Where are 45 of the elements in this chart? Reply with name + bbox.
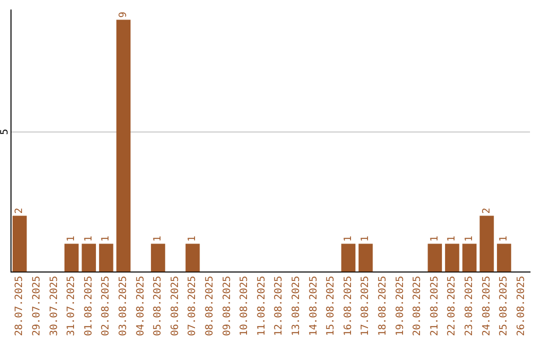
x-tick-label: 31.07.2025 (66, 276, 78, 336)
x-tick-label: 20.08.2025 (412, 276, 424, 336)
x-tick-label: 08.08.2025 (204, 276, 216, 336)
data-label: 1 (83, 236, 94, 242)
data-label: 1 (66, 236, 78, 242)
x-tick-label: 30.07.2025 (48, 276, 60, 336)
data-label: 1 (498, 236, 510, 242)
x-tick-label: 17.08.2025 (360, 276, 372, 336)
x-tick-label: 03.08.2025 (118, 276, 130, 336)
data-label: 1 (429, 236, 440, 242)
x-tick-label: 10.08.2025 (239, 276, 250, 336)
x-tick-label: 16.08.2025 (342, 276, 354, 336)
x-tick-label: 14.08.2025 (308, 276, 320, 336)
x-tick-label: 07.08.2025 (187, 276, 198, 336)
y-tick-label: 5 (0, 128, 11, 135)
x-tick-label: 04.08.2025 (135, 276, 146, 336)
x-tick-label: 29.07.2025 (32, 276, 43, 336)
x-tick-label: 09.08.2025 (222, 276, 233, 336)
x-tick-label: 01.08.2025 (83, 276, 94, 336)
x-tick-label: 05.08.2025 (152, 276, 164, 336)
x-tick-label: 06.08.2025 (170, 276, 181, 336)
x-tick-label: 11.08.2025 (256, 276, 268, 336)
x-tick-label: 12.08.2025 (274, 276, 285, 336)
data-label: 1 (464, 236, 476, 242)
x-tick-label: 22.08.2025 (446, 276, 458, 336)
x-tick-label: 28.07.2025 (14, 276, 26, 336)
data-label: 1 (360, 236, 372, 242)
x-tick-label: 18.08.2025 (378, 276, 389, 336)
data-label: 1 (100, 236, 112, 242)
x-tick-label: 24.08.2025 (481, 276, 492, 336)
data-label: 2 (14, 208, 26, 214)
data-label: 9 (118, 12, 130, 18)
x-tick-label: 02.08.2025 (100, 276, 112, 336)
x-tick-label: 25.08.2025 (498, 276, 510, 336)
x-tick-label: 15.08.2025 (326, 276, 337, 336)
x-tick-label: 13.08.2025 (291, 276, 302, 336)
x-tick-label: 21.08.2025 (429, 276, 440, 336)
data-label: 1 (152, 236, 164, 242)
x-tick-label: 23.08.2025 (464, 276, 476, 336)
data-label: 1 (446, 236, 458, 242)
data-label: 1 (342, 236, 354, 242)
x-tick-label: 19.08.2025 (394, 276, 406, 336)
x-tick-label: 26.08.2025 (516, 276, 527, 336)
data-label: 2 (481, 208, 492, 214)
data-label: 1 (187, 236, 198, 242)
